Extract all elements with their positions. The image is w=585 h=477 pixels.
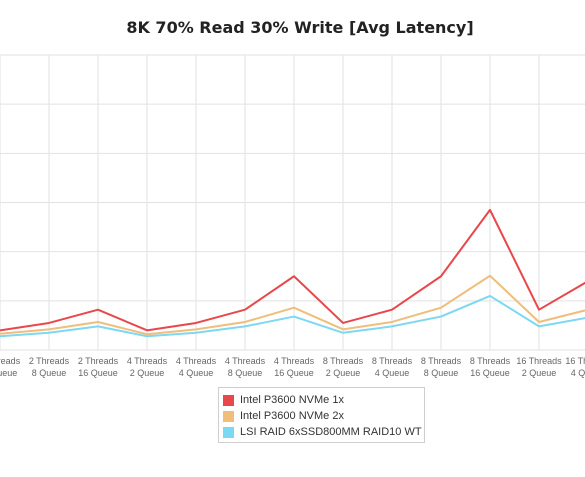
chart-title: 8K 70% Read 30% Write [Avg Latency] [126,18,474,37]
x-tick-label: 1 Queue [0,368,17,378]
x-tick-label: 16 Queue [274,368,314,378]
x-tick-label: 16 Queue [78,368,118,378]
x-tick-label: 8 Queue [32,368,67,378]
x-tick-label: 4 Threads [176,356,217,366]
legend-item[interactable]: LSI RAID 6xSSD800MM RAID10 WT [223,424,424,440]
legend-swatch [223,426,234,438]
x-tick-label: 2 Threads [29,356,70,366]
legend-swatch [223,410,234,422]
series-line [0,294,585,338]
series-lines [0,208,585,338]
x-tick-label: 4 Queue [571,368,585,378]
x-tick-label: 8 Threads [323,356,364,366]
x-axis-tick-labels: 1 Threads 1 Queue 2 Threads 8 Queue 2 Thread… [0,356,585,378]
x-tick-label: 2 Threads [78,356,119,366]
x-tick-label: 4 Threads [225,356,266,366]
x-tick-label: 2 Queue [130,368,165,378]
x-tick-label: 8 Queue [424,368,459,378]
legend-item[interactable]: Intel P3600 NVMe 2x [223,408,424,424]
legend-swatch [223,394,234,406]
line-chart: 1 Threads 1 Queue 2 Threads 8 Queue 2 Thread… [0,54,585,378]
x-tick-label: 8 Queue [228,368,263,378]
legend-label: Intel P3600 NVMe 1x [240,394,344,406]
grid-lines [0,54,585,351]
x-tick-label: 4 Queue [375,368,410,378]
x-tick-label: 2 Queue [522,368,557,378]
x-tick-label: 8 Threads [372,356,413,366]
x-tick-label: 8 Threads [470,356,511,366]
series-line [0,208,585,332]
x-tick-label: 4 Threads [274,356,315,366]
legend-label: LSI RAID 6xSSD800MM RAID10 WT [240,426,422,438]
x-tick-label: 4 Queue [179,368,214,378]
x-tick-label: 4 Threads [127,356,168,366]
series-line [0,274,585,336]
legend-item[interactable]: Intel P3600 NVMe 1x [223,392,424,408]
x-tick-label: 16 Queue [470,368,510,378]
legend: Intel P3600 NVMe 1x Intel P3600 NVMe 2x LS… [218,387,425,443]
legend-label: Intel P3600 NVMe 2x [240,410,344,422]
x-tick-label: 8 Threads [421,356,462,366]
x-tick-label: 16 Threads [516,356,562,366]
x-tick-label: 1 Threads [0,356,21,366]
x-tick-label: 2 Queue [326,368,361,378]
x-tick-label: 16 Threads [565,356,585,366]
